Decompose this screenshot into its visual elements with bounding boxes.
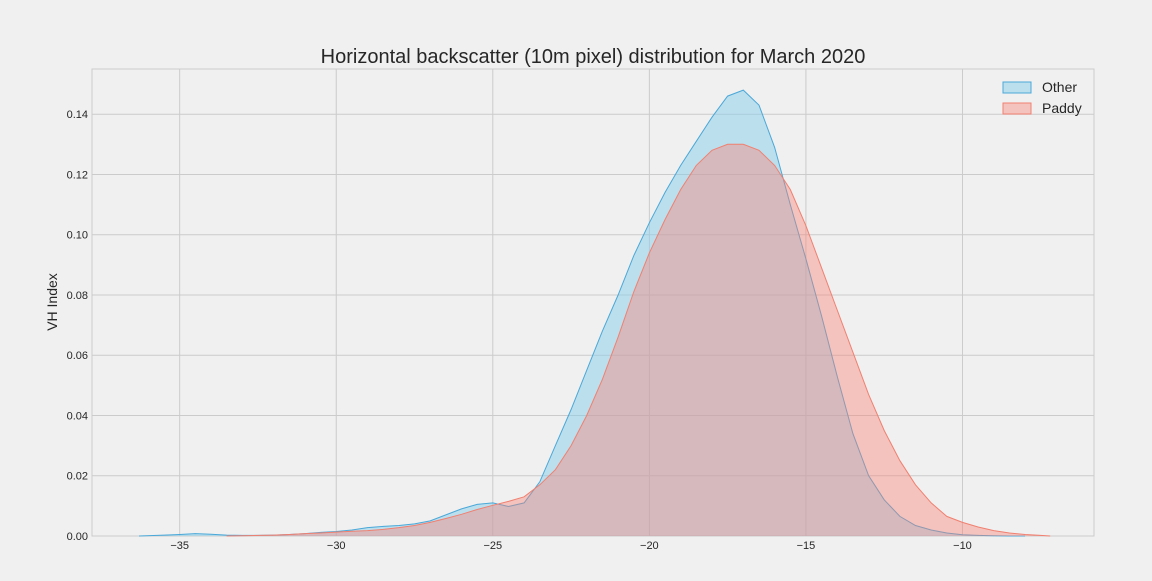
y-tick-label: 0.10 bbox=[67, 230, 88, 242]
y-tick-labels: 0.00 0.02 0.04 0.06 0.08 0.10 0.12 0.14 bbox=[67, 109, 88, 543]
legend: Other Paddy bbox=[1002, 79, 1082, 116]
chart-title: Horizontal backscatter (10m pixel) distr… bbox=[321, 46, 866, 68]
y-tick-label: 0.12 bbox=[67, 169, 88, 181]
series-line-paddy bbox=[226, 143, 1051, 537]
series-areas bbox=[138, 89, 1051, 537]
legend-swatch-paddy bbox=[1002, 102, 1032, 115]
x-tick-labels: −35 −30 −25 −20 −15 −10 bbox=[170, 540, 971, 552]
y-tick-label: 0.04 bbox=[67, 410, 88, 422]
y-tick-label: 0.00 bbox=[67, 531, 88, 543]
y-axis-label: VH Index bbox=[44, 273, 60, 331]
x-tick-label: −20 bbox=[640, 540, 659, 552]
y-tick-label: 0.06 bbox=[67, 350, 88, 362]
legend-swatch-other bbox=[1002, 81, 1032, 94]
x-tick-label: −10 bbox=[953, 540, 972, 552]
x-tick-label: −35 bbox=[170, 540, 189, 552]
y-tick-label: 0.08 bbox=[67, 290, 88, 302]
y-tick-label: 0.14 bbox=[67, 109, 88, 121]
x-tick-label: −15 bbox=[797, 540, 816, 552]
legend-label-paddy: Paddy bbox=[1042, 100, 1082, 116]
series-area-paddy bbox=[226, 144, 1051, 537]
legend-label-other: Other bbox=[1042, 79, 1077, 95]
x-tick-label: −25 bbox=[483, 540, 502, 552]
series-area-other bbox=[139, 90, 1026, 536]
y-tick-label: 0.02 bbox=[67, 471, 88, 483]
x-tick-label: −30 bbox=[327, 540, 346, 552]
